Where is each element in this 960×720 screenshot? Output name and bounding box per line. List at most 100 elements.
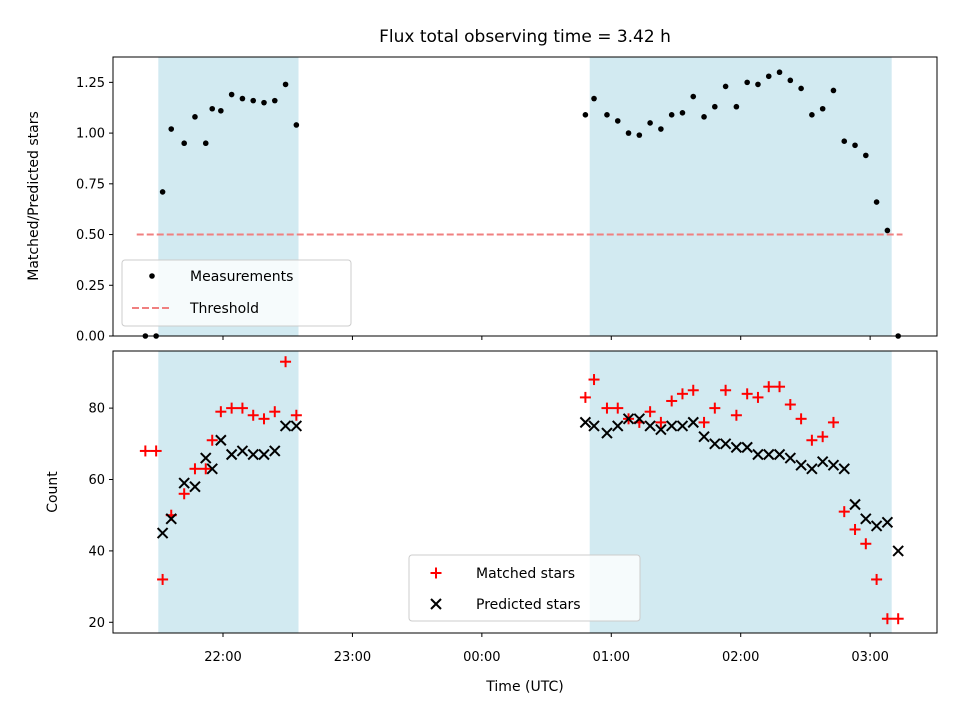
predicted-star-point: [881, 516, 894, 529]
predicted-star-point-b: [165, 513, 177, 525]
matched-star-point: [698, 416, 710, 428]
measurement-point: [647, 120, 653, 126]
matched-stars-legend-marker: [430, 567, 442, 579]
matched-star-point: [720, 384, 732, 396]
predicted-star-point: [838, 463, 850, 475]
matched-star-point: [206, 434, 218, 446]
measurement-point: [755, 81, 761, 88]
top-y-axis-label: Matched/Predicted stars: [26, 111, 42, 281]
predicted-star-point-b: [290, 420, 303, 432]
predicted-star-point-b: [579, 416, 592, 429]
matched-star-point: [666, 395, 678, 407]
measurement-point: [228, 91, 235, 98]
measurement-point: [239, 95, 246, 102]
matched-star-point: [892, 613, 904, 625]
measurement-point: [614, 118, 621, 124]
predicted-star-point-b: [860, 513, 872, 525]
predicted-star-point: [258, 448, 270, 461]
measurement-point: [787, 77, 794, 84]
predicted-legend-glyph-b: [430, 598, 442, 610]
predicted-star-point: [795, 459, 807, 471]
measurement-point: [636, 132, 643, 138]
bottom-observing-windows: [158, 351, 892, 633]
predicted-star-point-b: [178, 477, 190, 489]
measurement-point: [625, 130, 632, 136]
measurement-point: [261, 99, 267, 106]
matched-star-point: [687, 384, 699, 396]
measurement-point: [250, 97, 257, 104]
predicted-star-point: [752, 448, 764, 461]
top-y-tick-label: 1.25: [76, 76, 105, 91]
bottom-panel: 20 40 60 80 22:00 23:00 00:00 01:00 02:00 03:00 C…: [45, 350, 938, 695]
measurement-point: [722, 83, 729, 90]
matched-star-point: [579, 391, 591, 403]
predicted-star-point-b: [612, 420, 624, 432]
measurement-point: [841, 138, 848, 145]
predicted-star-point-b: [795, 459, 807, 471]
measurement-point: [733, 103, 740, 110]
measurement-point: [271, 97, 278, 104]
predicted-star-point: [633, 413, 646, 425]
measurement-point: [209, 105, 216, 112]
chart-title: Flux total observing time = 3.42 h: [379, 27, 671, 47]
predicted-star-point: [741, 441, 753, 454]
bottom-legend-box: [408, 554, 641, 622]
top-y-tick-label: 0.75: [76, 177, 105, 192]
measurement-point: [873, 199, 880, 205]
top-y-tick-label: 0.00: [76, 330, 105, 345]
bottom-y-tick-label: 20: [88, 616, 105, 631]
measurement-point: [679, 110, 686, 116]
measurement-point: [809, 112, 815, 118]
measurement-point: [852, 142, 858, 149]
x-tick-label: 22:00: [204, 650, 241, 665]
measurement-point: [282, 81, 289, 88]
measurement-point: [604, 112, 610, 118]
predicted-star-point: [870, 520, 883, 532]
matched-star-point: [763, 381, 775, 393]
predicted-star-point-b: [279, 420, 292, 432]
predicted-star-point-b: [601, 427, 613, 439]
predicted-star-point-b: [247, 448, 259, 461]
predicted-star-point: [763, 448, 775, 461]
matched-star-point: [178, 488, 190, 500]
predicted-star-point: [269, 445, 281, 457]
matched-star-point: [752, 391, 764, 403]
x-tick-label: 23:00: [334, 650, 371, 665]
matched-star-point: [247, 409, 259, 421]
measurement-point: [765, 73, 772, 80]
predicted-star-point: [165, 513, 177, 525]
measurement-point: [701, 114, 707, 120]
bottom-y-tick-label: 60: [88, 473, 105, 488]
predicted-star-point-b: [156, 527, 169, 539]
predicted-star-point-b: [258, 448, 270, 461]
matched-star-point: [601, 402, 613, 414]
predicted-star-point-b: [773, 448, 786, 461]
top-axis-ticks: 0.00 0.25 0.50 0.75 1.00 1.25: [76, 76, 871, 345]
predicted-star-point: [730, 441, 743, 454]
predicted-star-point-b: [236, 445, 249, 457]
top-observing-window: [589, 57, 892, 336]
predicted-stars-legend-label: Predicted stars: [476, 597, 581, 613]
x-tick-label: 01:00: [593, 650, 630, 665]
predicted-star-point-b: [655, 423, 667, 436]
predicted-star-point-b: [741, 441, 753, 454]
predicted-star-point: [601, 427, 613, 439]
predicted-star-point: [579, 416, 592, 429]
matched-star-point: [655, 416, 667, 428]
predicted-star-point: [588, 420, 600, 432]
measurement-point: [168, 126, 175, 132]
matched-star-point: [676, 388, 688, 400]
predicted-star-point-b: [644, 420, 656, 432]
matched-star-point: [290, 409, 302, 421]
measurement-point: [690, 93, 697, 100]
matched-star-point: [881, 613, 893, 625]
predicted-star-point: [849, 498, 861, 511]
predicted-star-point-b: [892, 545, 904, 557]
matched-star-point: [157, 573, 169, 585]
measurement-point: [582, 112, 589, 118]
matched-star-point: [730, 409, 742, 421]
predicted-star-point: [719, 438, 732, 450]
matched-star-point: [258, 413, 270, 425]
matched-star-point: [200, 463, 212, 475]
